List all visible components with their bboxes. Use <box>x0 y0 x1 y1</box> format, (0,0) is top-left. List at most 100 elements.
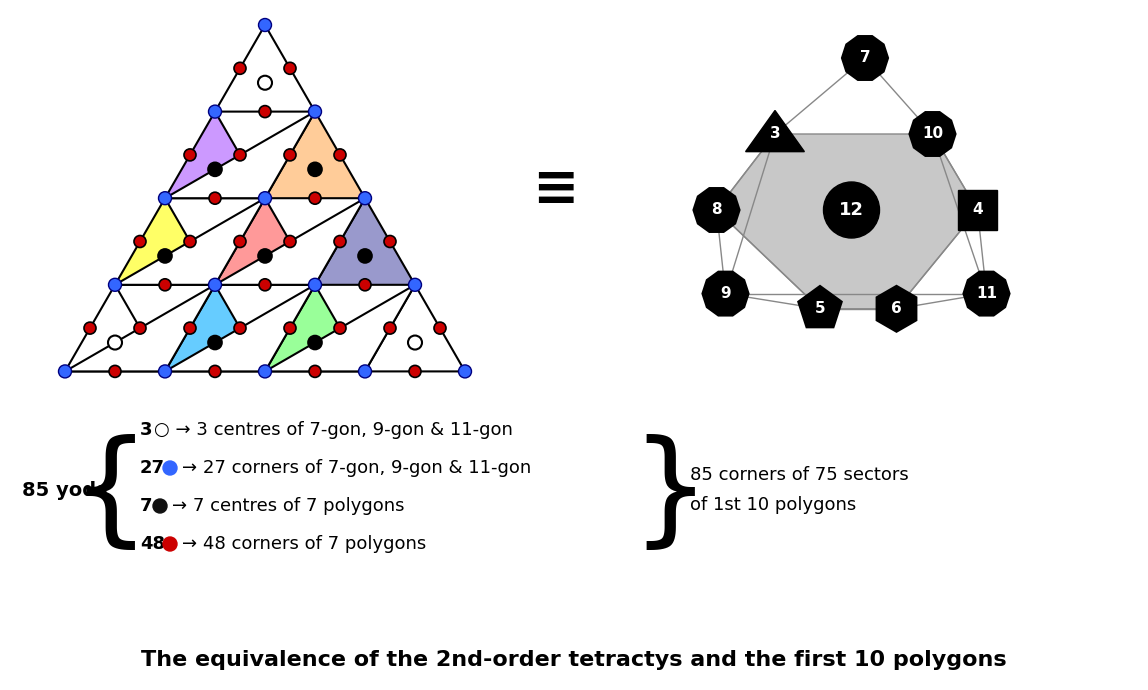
Circle shape <box>259 279 271 290</box>
Circle shape <box>234 235 246 248</box>
Polygon shape <box>908 111 956 157</box>
Circle shape <box>383 235 396 248</box>
Circle shape <box>134 235 146 248</box>
Polygon shape <box>692 187 740 233</box>
Circle shape <box>359 279 371 290</box>
Circle shape <box>258 365 271 378</box>
Circle shape <box>59 365 71 378</box>
Circle shape <box>209 278 222 291</box>
Polygon shape <box>745 110 805 152</box>
Circle shape <box>234 62 246 75</box>
Circle shape <box>84 322 96 334</box>
Circle shape <box>284 62 296 75</box>
Circle shape <box>209 366 222 377</box>
Circle shape <box>434 322 447 334</box>
Circle shape <box>160 279 171 290</box>
Polygon shape <box>265 285 365 371</box>
Bar <box>957 190 998 230</box>
Text: 48: 48 <box>140 535 165 553</box>
Polygon shape <box>165 285 265 371</box>
Circle shape <box>163 461 177 475</box>
Polygon shape <box>65 285 215 371</box>
Circle shape <box>108 335 122 350</box>
Circle shape <box>284 235 296 248</box>
Circle shape <box>163 537 177 551</box>
Circle shape <box>153 499 166 513</box>
Circle shape <box>408 335 422 350</box>
Text: 6: 6 <box>891 302 902 316</box>
Text: 5: 5 <box>815 302 825 316</box>
Text: 85 yods: 85 yods <box>22 480 108 500</box>
Circle shape <box>409 278 421 291</box>
Polygon shape <box>115 198 265 285</box>
Text: 10: 10 <box>922 126 943 141</box>
Circle shape <box>184 235 196 248</box>
Circle shape <box>284 149 296 161</box>
Circle shape <box>284 322 296 334</box>
Polygon shape <box>165 285 315 371</box>
Polygon shape <box>215 198 315 285</box>
Circle shape <box>334 149 346 161</box>
Circle shape <box>383 322 396 334</box>
Polygon shape <box>840 35 890 81</box>
Circle shape <box>184 149 196 161</box>
Circle shape <box>209 193 222 204</box>
Text: 12: 12 <box>839 201 864 219</box>
Text: → 7 centres of 7 polygons: → 7 centres of 7 polygons <box>172 497 404 515</box>
Circle shape <box>358 249 372 263</box>
Text: 27: 27 <box>140 459 165 477</box>
Circle shape <box>259 106 271 117</box>
Circle shape <box>823 182 879 238</box>
Circle shape <box>308 335 321 350</box>
Circle shape <box>234 322 246 334</box>
Text: ≡: ≡ <box>532 163 579 217</box>
Polygon shape <box>165 112 265 198</box>
Text: 11: 11 <box>976 286 996 301</box>
Polygon shape <box>215 198 365 285</box>
Polygon shape <box>265 112 365 198</box>
Circle shape <box>409 366 421 377</box>
Polygon shape <box>716 134 977 309</box>
Circle shape <box>258 76 272 90</box>
Text: 7: 7 <box>860 50 870 66</box>
Circle shape <box>158 365 171 378</box>
Text: → 48 corners of 7 polygons: → 48 corners of 7 polygons <box>183 535 426 553</box>
Text: 9: 9 <box>720 286 731 301</box>
Circle shape <box>109 366 121 377</box>
Circle shape <box>208 335 222 350</box>
Circle shape <box>334 322 346 334</box>
Text: 3: 3 <box>769 126 781 141</box>
Polygon shape <box>115 198 215 285</box>
Circle shape <box>358 365 372 378</box>
Polygon shape <box>876 285 917 333</box>
Polygon shape <box>165 112 315 198</box>
Circle shape <box>309 105 321 118</box>
Text: 4: 4 <box>972 202 983 217</box>
Circle shape <box>184 322 196 334</box>
Circle shape <box>309 278 321 291</box>
Text: 3: 3 <box>140 421 153 439</box>
Circle shape <box>358 192 372 205</box>
Circle shape <box>134 322 146 334</box>
Circle shape <box>258 249 272 263</box>
Circle shape <box>109 278 122 291</box>
Circle shape <box>158 192 171 205</box>
Circle shape <box>208 162 222 177</box>
Text: 85 corners of 75 sectors
of 1st 10 polygons: 85 corners of 75 sectors of 1st 10 polyg… <box>690 466 909 513</box>
Polygon shape <box>65 285 165 371</box>
Circle shape <box>458 365 472 378</box>
Circle shape <box>334 235 346 248</box>
Circle shape <box>309 193 321 204</box>
Circle shape <box>309 366 321 377</box>
Polygon shape <box>962 270 1010 317</box>
Polygon shape <box>365 285 465 371</box>
Text: ○ → 3 centres of 7-gon, 9-gon & 11-gon: ○ → 3 centres of 7-gon, 9-gon & 11-gon <box>154 421 513 439</box>
Circle shape <box>258 192 271 205</box>
Polygon shape <box>701 270 750 317</box>
Circle shape <box>308 162 321 177</box>
Circle shape <box>258 19 271 32</box>
Circle shape <box>209 105 222 118</box>
Polygon shape <box>265 285 414 371</box>
Circle shape <box>158 249 172 263</box>
Text: {: { <box>70 435 149 555</box>
